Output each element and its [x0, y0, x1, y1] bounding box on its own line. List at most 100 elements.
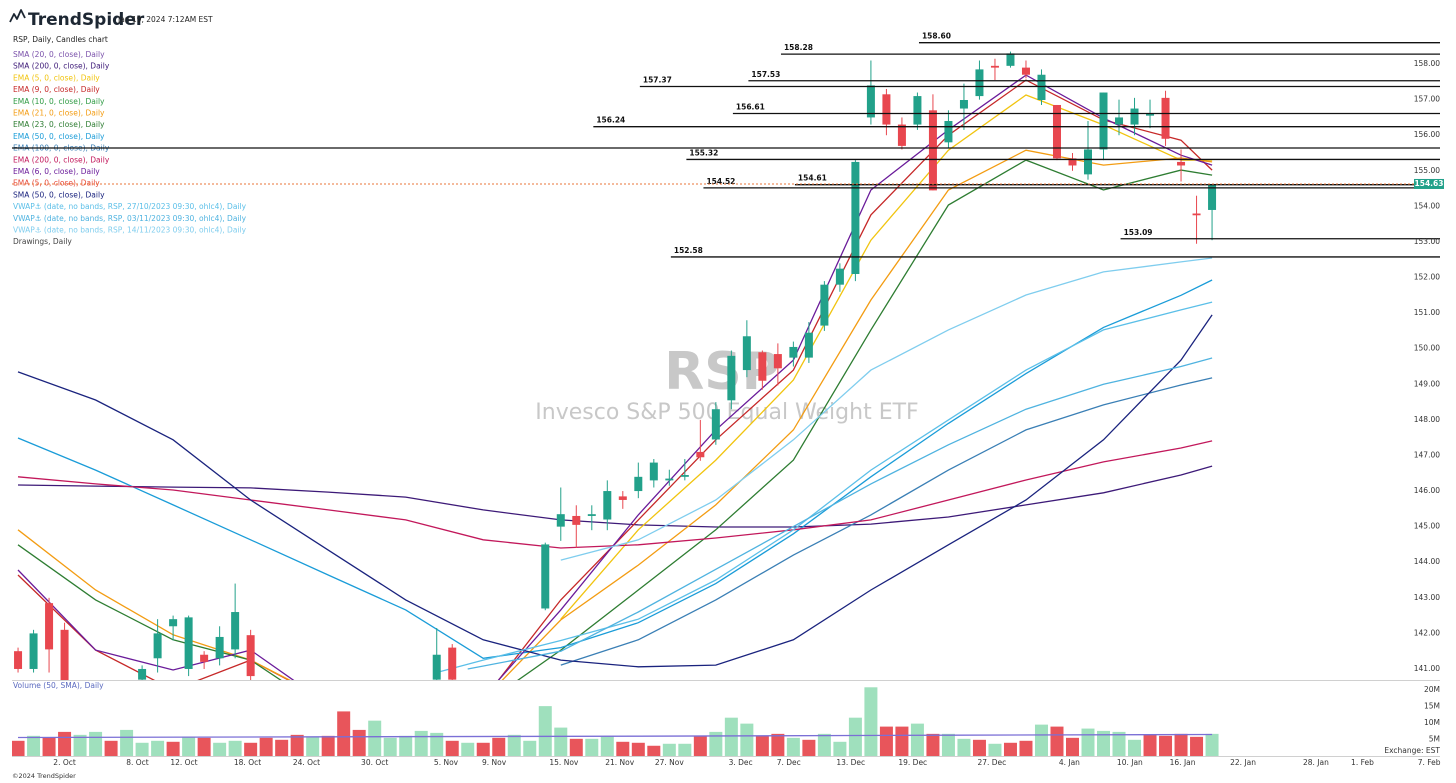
candle-body [959, 100, 968, 109]
volume-pane [12, 687, 1219, 756]
y-tick-label: 154.00 [1414, 201, 1440, 210]
volume-bar [802, 739, 816, 756]
x-tick-label: 3. Dec [729, 758, 753, 767]
volume-bar [73, 734, 87, 756]
x-tick-label: 30. Oct [361, 758, 388, 767]
x-tick-label: 28. Jan [1303, 758, 1329, 767]
volume-bar [895, 726, 909, 756]
exchange-label: Exchange: EST [1384, 746, 1440, 755]
y-tick-label: 157.00 [1414, 95, 1440, 104]
level-label: 156.24 [596, 116, 625, 125]
volume-bar [957, 738, 971, 756]
indicator-line [17, 74, 1213, 680]
volume-bar [1174, 733, 1188, 756]
candle-body [928, 110, 937, 191]
y-tick-label: 144.00 [1414, 557, 1440, 566]
candle-body [1084, 149, 1093, 175]
legend-entry: EMA (9, 0, close), Daily [13, 85, 100, 94]
legend-entry: EMA (6, 0, close), Daily [13, 167, 100, 176]
volume-bar [709, 731, 723, 756]
indicator-line [560, 257, 1213, 561]
volume-bar [848, 717, 862, 756]
candle-body [1115, 117, 1124, 125]
volume-bar [833, 741, 847, 756]
candle-body [773, 354, 782, 369]
candle-body [634, 476, 643, 492]
candle-body [1177, 161, 1186, 166]
logo-icon [9, 9, 26, 23]
volume-bar [383, 737, 397, 756]
x-tick-label: 1. Feb [1351, 758, 1374, 767]
candle-body [618, 496, 627, 500]
legend-entry: SMA (20, 0, close), Daily [13, 50, 105, 59]
volume-bar [12, 740, 25, 756]
x-tick-label: 5. Nov [434, 758, 459, 767]
indicator-line [467, 357, 1213, 670]
y-tick-label: 158.00 [1414, 59, 1440, 68]
volume-bar [42, 737, 56, 756]
volume-bar [941, 733, 955, 756]
candle-body [665, 478, 674, 481]
candle-body [866, 85, 875, 118]
volume-bar [585, 738, 599, 756]
volume-bar [1034, 724, 1048, 756]
volume-bar [27, 735, 41, 756]
volume-bar [647, 745, 661, 756]
candle-body [680, 475, 689, 477]
candle-body [789, 346, 798, 358]
volume-bar [523, 740, 537, 756]
candle-body [153, 633, 162, 659]
volume-bar [492, 737, 506, 756]
volume-bar [1019, 740, 1033, 756]
legend-entry: VWAP⚓ (date, no bands, RSP, 03/11/2023 0… [13, 214, 247, 223]
volume-bar [972, 739, 986, 756]
candle-body [587, 514, 596, 516]
indicator-line [17, 733, 1213, 739]
volume-bar [740, 723, 754, 756]
indicator-line [17, 314, 1213, 668]
candle-body [1006, 53, 1015, 66]
volume-bar [662, 743, 676, 756]
indicator-line [560, 377, 1213, 666]
candle-body [169, 619, 178, 627]
candle-body [742, 336, 751, 371]
legend-entry: SMA (50, 0, close), Daily [13, 190, 105, 199]
candle-body [711, 409, 720, 440]
level-label: 156.61 [736, 103, 765, 112]
candle-body [215, 636, 224, 659]
x-tick-label: 2. Oct [53, 758, 76, 767]
volume-bar [166, 741, 180, 756]
candle-body [14, 651, 23, 669]
legend-entry: EMA (5, 0, close), Daily [13, 179, 100, 188]
candle-body [1052, 104, 1061, 159]
candle-body [820, 284, 829, 326]
volume-bar [879, 726, 893, 756]
candle-body [45, 603, 54, 650]
level-label: 154.61 [798, 174, 827, 183]
last-price-label: 154.63 [1415, 179, 1444, 188]
legend-entry: VWAP⚓ (date, no bands, RSP, 14/11/2023 0… [13, 226, 247, 235]
volume-bar [569, 738, 583, 756]
candle-body [835, 268, 844, 285]
volume-bar [151, 740, 165, 756]
timestamp: Jan 19, 2024 7:12AM EST [117, 15, 213, 24]
y-tick-label: 156.00 [1414, 130, 1440, 139]
volume-bar [306, 736, 320, 756]
brand: TrendSpider [28, 10, 145, 30]
x-tick-label: 21. Nov [605, 758, 635, 767]
legend-entry: EMA (10, 0, close), Daily [13, 97, 105, 106]
volume-bar [352, 729, 366, 756]
volume-bar [538, 706, 552, 756]
volume-bar [104, 740, 118, 756]
volume-bar [414, 730, 428, 756]
candle-body [1146, 113, 1155, 116]
volume-bar [321, 735, 335, 756]
volume-bar [988, 743, 1002, 756]
x-tick-label: 9. Nov [482, 758, 507, 767]
volume-bar [724, 717, 738, 756]
volume-bar [244, 742, 258, 756]
volume-bar [1065, 737, 1079, 756]
level-label: 157.53 [751, 70, 780, 79]
legend-entry: Drawings, Daily [13, 237, 72, 246]
indicator-line [17, 465, 1213, 528]
